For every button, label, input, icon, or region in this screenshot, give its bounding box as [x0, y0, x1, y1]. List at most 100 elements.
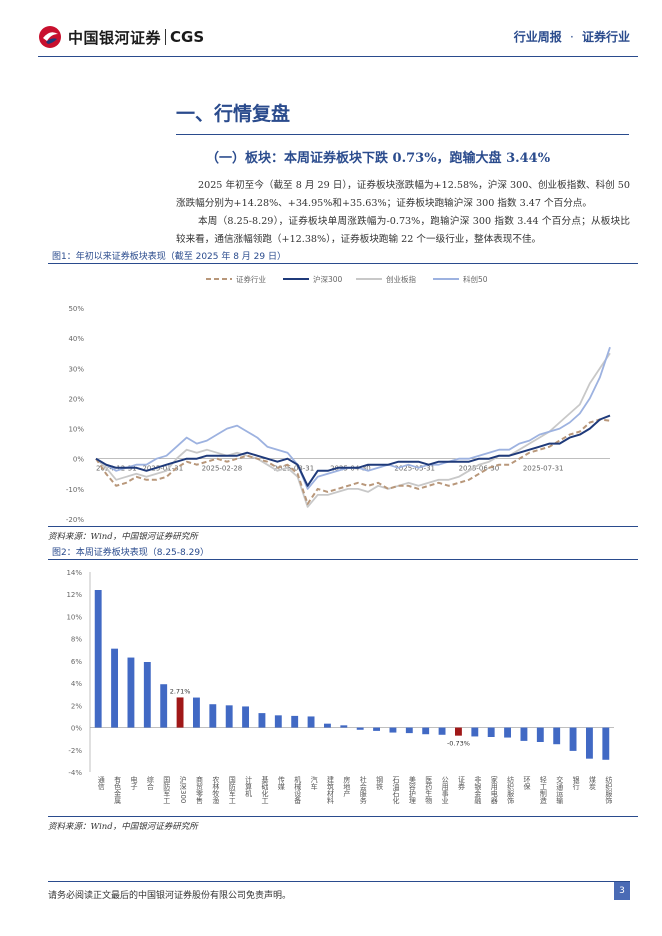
section-title: 一、行情复盘	[176, 103, 291, 125]
company-logo: 中国银河证券 CGS	[38, 22, 204, 52]
category-label: 综合	[146, 775, 154, 791]
y-tick-label: 8%	[71, 636, 82, 644]
bar	[553, 727, 561, 745]
bar	[160, 684, 168, 728]
bar	[323, 723, 331, 728]
category-label: 社会服务	[359, 775, 367, 805]
category-label: 银行	[572, 775, 580, 791]
header-separator: ·	[569, 30, 574, 44]
category-label: 汽车	[310, 775, 318, 791]
y-tick-label: -20%	[66, 516, 84, 524]
y-tick-label: 50%	[68, 305, 84, 313]
category-label: 国防军工	[228, 776, 236, 804]
y-tick-label: 0%	[71, 725, 82, 733]
category-label: 煤炭	[588, 775, 596, 791]
figure1-caption: 图1：年初以来证券板块表现（截至 2025 年 8 月 29 日）	[52, 252, 286, 262]
category-label: 纺织服饰	[605, 775, 613, 805]
header-divider	[38, 56, 638, 57]
y-tick-label: 30%	[68, 365, 84, 373]
cgs-logo-icon	[39, 26, 61, 48]
category-label: 环保	[523, 776, 531, 791]
category-label: 计算机	[245, 775, 253, 798]
bar	[405, 727, 413, 734]
bar	[438, 727, 446, 735]
bar	[487, 727, 495, 737]
category-label: 通信	[97, 775, 105, 791]
y-tick-label: -2%	[68, 747, 82, 755]
brand-name: CGS	[170, 28, 205, 46]
bar	[274, 715, 282, 728]
bar	[258, 713, 266, 728]
legend-label-1: 沪深300	[313, 274, 343, 284]
bar	[209, 704, 217, 728]
page-number: 3	[614, 882, 630, 900]
data-label: -0.73%	[447, 740, 470, 748]
bar	[536, 727, 544, 742]
y-tick-label: 2%	[71, 702, 82, 710]
bar	[356, 727, 364, 730]
y-tick-label: -10%	[66, 486, 84, 494]
x-tick-label: 2025-05-31	[394, 465, 435, 473]
y-tick-label: 6%	[71, 658, 82, 666]
x-tick-label: 2025-01-31	[142, 465, 183, 473]
y-tick-label: -4%	[68, 769, 82, 777]
line-chart: 证券行业 沪深300 创业板指 科创50 50% 40% 30% 20% 10% 0% -10% -2…	[66, 274, 611, 524]
bar	[192, 697, 200, 728]
bar	[340, 725, 348, 728]
category-label: 钢铁	[376, 775, 384, 791]
y-tick-label: 4%	[71, 680, 82, 688]
bar	[504, 727, 512, 738]
paragraph-week: 本周（8.25-8.29），证券板块单周涨跌幅为-0.73%，跑输沪深 300 …	[176, 216, 630, 245]
category-label: 非银金融	[474, 775, 482, 805]
y-tick-label: 14%	[66, 569, 82, 577]
category-label: 建筑材料	[326, 775, 334, 805]
bar	[94, 590, 102, 728]
y-tick-label: 20%	[68, 395, 84, 403]
category-label: 石油石化	[392, 776, 400, 805]
legend-label-3: 科创50	[463, 274, 488, 284]
figure2-top-rule	[48, 559, 638, 560]
figure2-source: 资料来源：Wind，中国银河证券研究所	[48, 822, 198, 832]
footer-divider	[48, 881, 630, 882]
figure2-bottom-rule	[48, 816, 638, 817]
category-label: 传媒	[277, 775, 285, 791]
category-label: 交通运输	[556, 775, 564, 805]
bar	[307, 716, 315, 728]
x-tick-label: 2025-07-31	[523, 465, 564, 473]
bar	[176, 697, 184, 728]
x-tick-label: 2025-02-28	[202, 465, 243, 473]
category-label: 商贸零售	[195, 775, 203, 805]
series-line-2	[95, 352, 611, 508]
y-tick-label: 10%	[66, 613, 82, 621]
category-label: 家用电器	[490, 775, 498, 805]
series-line-0	[95, 418, 611, 505]
bar	[143, 662, 151, 728]
y-tick-label: 12%	[66, 591, 82, 599]
report-type-label: 行业周报 · 证券行业	[514, 28, 630, 45]
figure1-source: 资料来源：Wind，中国银河证券研究所	[48, 532, 198, 542]
figure1-top-rule	[48, 263, 638, 264]
bar	[225, 705, 233, 728]
category-label: 沪深300	[179, 775, 187, 803]
category-label: 证券	[457, 776, 465, 791]
bar	[602, 727, 610, 760]
paragraph-ytd: 2025 年初至今（截至 8 月 29 日），证券板块涨跌幅为+12.58%，沪…	[176, 180, 630, 209]
bar	[471, 727, 479, 737]
bar	[291, 715, 299, 728]
category-label: 电子	[130, 775, 138, 790]
x-tick-label: 2025-06-30	[459, 465, 500, 473]
legend-label-0: 证券行业	[236, 274, 266, 284]
subsection-title: （一）板块：本周证券板块下跌 0.73%，跑输大盘 3.44%	[206, 151, 551, 166]
category-label: 有色金属	[114, 775, 122, 805]
category-label: 美容护理	[408, 775, 416, 804]
y-tick-label: 0%	[73, 456, 84, 464]
industry-name: 证券行业	[581, 30, 630, 44]
bar	[373, 727, 381, 731]
y-tick-label: 40%	[68, 335, 84, 343]
bar	[389, 727, 397, 733]
bar	[520, 727, 528, 741]
bar	[242, 706, 250, 728]
bar	[585, 727, 593, 759]
figure1-bottom-rule	[48, 526, 638, 527]
bar-chart: 14% 12% 10% 8% 6% 4% 2% 0% -2% -4% 通信 有色金属 电子 综合 国防军工 沪…	[66, 569, 614, 805]
